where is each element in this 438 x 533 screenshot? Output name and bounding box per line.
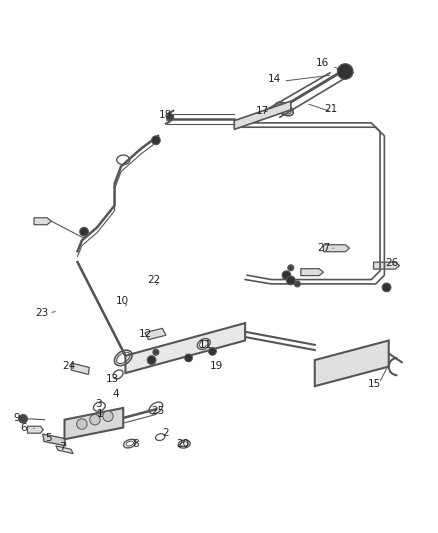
Text: 13: 13	[106, 374, 119, 384]
Circle shape	[294, 281, 300, 287]
Polygon shape	[145, 328, 166, 340]
Circle shape	[153, 349, 159, 356]
Text: 10: 10	[115, 296, 128, 306]
Text: 26: 26	[385, 258, 399, 268]
Text: 27: 27	[317, 243, 330, 253]
Text: 24: 24	[62, 361, 75, 371]
Polygon shape	[56, 446, 73, 454]
Text: 7: 7	[59, 442, 66, 451]
Text: 17: 17	[256, 106, 269, 116]
Circle shape	[208, 348, 216, 356]
Polygon shape	[315, 341, 389, 386]
Polygon shape	[43, 434, 66, 446]
Polygon shape	[28, 426, 43, 433]
Text: 23: 23	[35, 308, 49, 318]
Circle shape	[19, 415, 28, 423]
Text: 9: 9	[13, 413, 20, 423]
Text: 25: 25	[152, 406, 165, 416]
Text: 5: 5	[45, 433, 52, 442]
Polygon shape	[34, 218, 51, 225]
Text: 14: 14	[268, 75, 281, 84]
Text: 18: 18	[159, 110, 173, 120]
Polygon shape	[374, 262, 399, 269]
Circle shape	[337, 63, 353, 79]
Text: 2: 2	[162, 428, 169, 438]
Text: 4: 4	[113, 389, 119, 399]
Text: 16: 16	[316, 58, 329, 68]
Circle shape	[185, 354, 192, 362]
Circle shape	[382, 283, 391, 292]
Polygon shape	[71, 363, 89, 375]
Circle shape	[90, 415, 100, 425]
Text: 19: 19	[210, 361, 223, 371]
Text: 1: 1	[97, 409, 104, 418]
Circle shape	[282, 271, 291, 279]
Polygon shape	[125, 323, 245, 373]
Polygon shape	[234, 101, 291, 130]
Circle shape	[103, 411, 113, 422]
Text: 6: 6	[21, 423, 27, 433]
Circle shape	[288, 265, 294, 271]
Text: 20: 20	[177, 439, 190, 449]
Polygon shape	[301, 269, 323, 276]
Text: 3: 3	[95, 399, 101, 409]
Circle shape	[147, 356, 156, 365]
Polygon shape	[323, 245, 350, 252]
Text: 22: 22	[147, 276, 160, 286]
Circle shape	[77, 419, 87, 429]
Text: 15: 15	[368, 379, 381, 389]
Polygon shape	[64, 408, 123, 439]
Circle shape	[167, 114, 174, 120]
Circle shape	[286, 276, 295, 285]
Text: 12: 12	[139, 329, 152, 339]
Text: 21: 21	[325, 104, 338, 114]
Circle shape	[152, 136, 160, 144]
Text: 11: 11	[198, 340, 212, 350]
Circle shape	[80, 228, 88, 236]
Text: 8: 8	[132, 439, 139, 449]
